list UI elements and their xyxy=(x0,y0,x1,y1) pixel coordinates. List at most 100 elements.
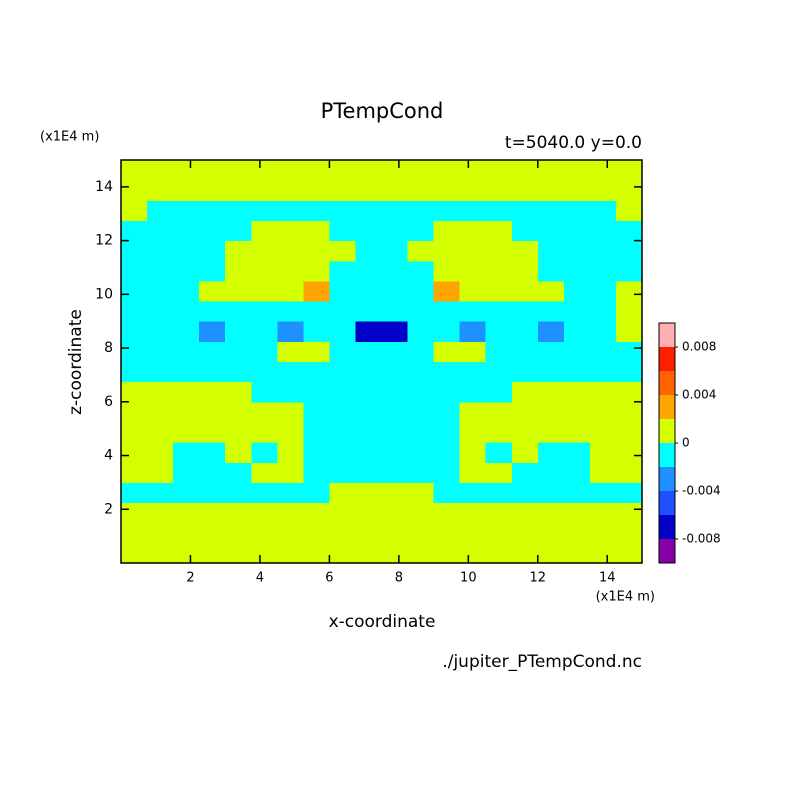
contour-cell xyxy=(407,401,435,423)
contour-cell xyxy=(589,482,617,504)
contour-cell xyxy=(381,240,409,262)
contour-cell xyxy=(381,482,409,504)
contour-cell xyxy=(407,361,435,383)
contour-cell xyxy=(355,321,382,342)
contour-cell xyxy=(225,401,252,423)
contour-cell xyxy=(355,200,382,221)
contour-cell xyxy=(407,240,435,262)
contour-cell xyxy=(459,401,487,423)
contour-cell xyxy=(173,381,200,403)
contour-cell xyxy=(589,301,617,322)
contour-cell xyxy=(433,280,461,302)
contour-cell xyxy=(589,542,617,564)
colorbar-tick-label: 0.008 xyxy=(682,340,716,354)
contour-cell xyxy=(277,280,304,302)
contour-cell xyxy=(199,240,226,262)
x-tick-label: 8 xyxy=(395,571,403,586)
contour-cell xyxy=(433,482,461,504)
contour-cell xyxy=(589,200,617,221)
contour-cell xyxy=(433,200,461,221)
contour-cell xyxy=(225,442,252,463)
contour-cell xyxy=(355,502,382,524)
contour-cell xyxy=(459,341,487,362)
contour-cell xyxy=(173,180,200,201)
contour-cell xyxy=(537,301,565,322)
contour-cell xyxy=(381,341,409,362)
contour-cell xyxy=(459,160,487,181)
contour-cell xyxy=(277,321,304,342)
contour-cell xyxy=(147,361,174,383)
contour-cell xyxy=(589,220,617,242)
colorbar-segment xyxy=(659,395,675,419)
contour-cell xyxy=(225,502,252,524)
contour-cell xyxy=(381,442,409,463)
contour-cell xyxy=(303,421,330,443)
contour-cell xyxy=(173,401,200,423)
contour-cell xyxy=(381,542,409,564)
contour-cell xyxy=(459,542,487,564)
contour-cell xyxy=(329,200,356,221)
contour-cell xyxy=(277,301,304,322)
contour-cell xyxy=(147,442,174,463)
colorbar-tick-label: -0.004 xyxy=(682,484,721,498)
contour-cell xyxy=(485,381,513,403)
contour-cell xyxy=(511,401,539,423)
contour-cell xyxy=(381,361,409,383)
contour-cell xyxy=(329,301,356,322)
contour-cell xyxy=(485,502,513,524)
contour-cell xyxy=(459,321,487,342)
contour-cell xyxy=(251,542,278,564)
contour-cell xyxy=(147,401,174,423)
contour-cell xyxy=(329,522,356,544)
contour-cell xyxy=(251,260,278,282)
contour-cell xyxy=(537,321,565,342)
x-tick-label: 10 xyxy=(460,571,477,586)
contour-cell xyxy=(485,442,513,463)
contour-cell xyxy=(563,502,591,524)
contour-cell xyxy=(251,301,278,322)
contour-cell xyxy=(225,321,252,342)
contour-cell xyxy=(329,240,356,262)
contour-cell xyxy=(433,180,461,201)
contour-cell xyxy=(329,442,356,463)
contour-cell xyxy=(199,180,226,201)
contour-cell xyxy=(329,401,356,423)
contour-cell xyxy=(615,341,643,362)
contour-cell xyxy=(199,361,226,383)
contour-cell xyxy=(563,482,591,504)
colorbar-segment xyxy=(659,491,675,515)
contour-cell xyxy=(485,280,513,302)
contour-cell xyxy=(355,220,382,242)
contour-cell xyxy=(147,462,174,483)
contour-cell xyxy=(485,421,513,443)
contour-cell xyxy=(407,180,435,201)
contour-cell xyxy=(537,180,565,201)
y-tick-label: 6 xyxy=(104,394,113,410)
contour-cell xyxy=(303,301,330,322)
contour-cell xyxy=(225,180,252,201)
colorbar-segment xyxy=(659,347,675,371)
contour-cell xyxy=(615,421,643,443)
contour-cell xyxy=(485,180,513,201)
contour-cell xyxy=(589,381,617,403)
contour-cell xyxy=(407,200,435,221)
contour-cell xyxy=(329,280,356,302)
contour-cell xyxy=(589,361,617,383)
contour-cell xyxy=(251,240,278,262)
contour-cell xyxy=(433,401,461,423)
contour-cell xyxy=(459,361,487,383)
contour-cell xyxy=(277,240,304,262)
contour-cell xyxy=(277,502,304,524)
contour-cell xyxy=(355,280,382,302)
contour-cell xyxy=(615,180,643,201)
contour-cell xyxy=(147,502,174,524)
contour-cell xyxy=(173,200,200,221)
contour-cell xyxy=(485,542,513,564)
contour-cell xyxy=(407,482,435,504)
contour-cell xyxy=(615,220,643,242)
contour-cell xyxy=(251,200,278,221)
contour-cell xyxy=(407,442,435,463)
contour-cell xyxy=(615,200,643,221)
contour-cell xyxy=(251,482,278,504)
contour-cell xyxy=(563,361,591,383)
